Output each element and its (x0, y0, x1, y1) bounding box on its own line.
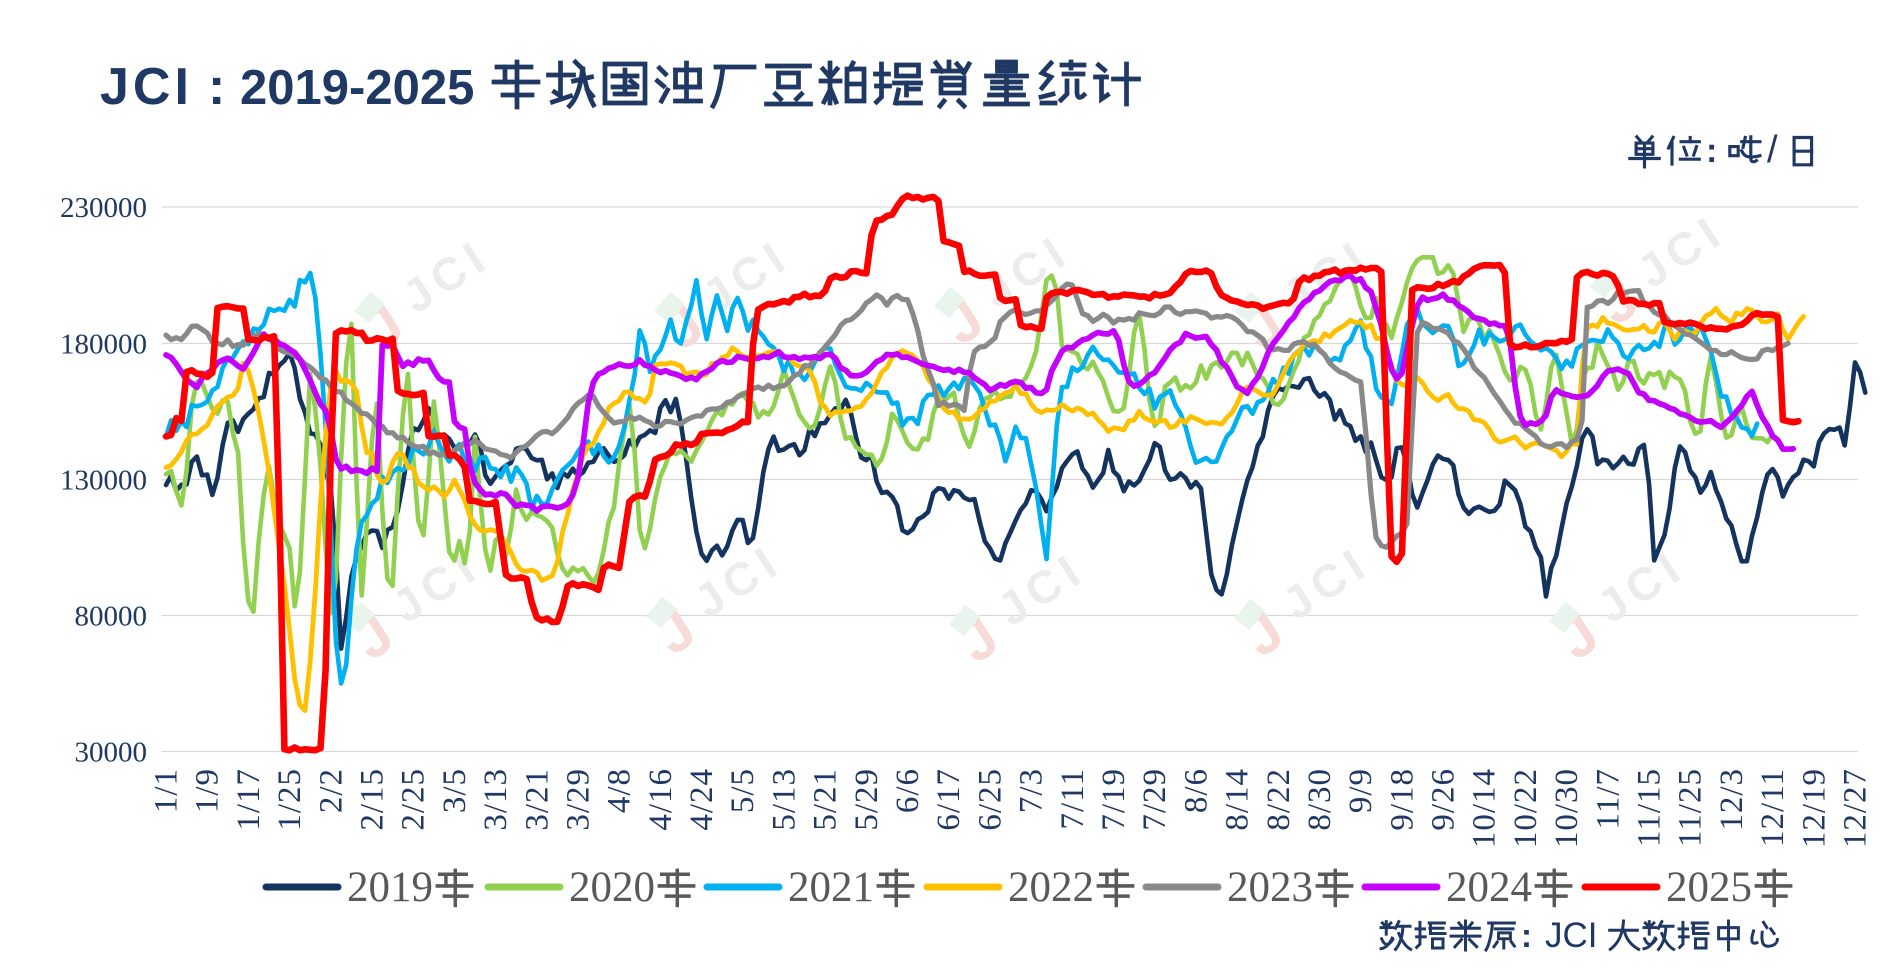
svg-text:7/29: 7/29 (1137, 768, 1173, 831)
svg-text:11/25: 11/25 (1673, 768, 1709, 847)
svg-text:5/29: 5/29 (849, 768, 885, 831)
svg-text:80000: 80000 (75, 601, 148, 633)
svg-text:12/19: 12/19 (1796, 768, 1832, 848)
svg-text:8/22: 8/22 (1261, 768, 1297, 831)
svg-text:7/19: 7/19 (1096, 768, 1132, 831)
svg-text:11/7: 11/7 (1590, 768, 1626, 829)
svg-text::: : (208, 58, 225, 116)
svg-text:11/15: 11/15 (1632, 768, 1668, 847)
svg-text:JCI: JCI (100, 58, 193, 116)
svg-text:3/5: 3/5 (437, 768, 473, 813)
svg-text:130000: 130000 (60, 465, 147, 497)
svg-text:10/14: 10/14 (1467, 768, 1503, 848)
svg-text:8/14: 8/14 (1220, 768, 1256, 831)
svg-text:1/25: 1/25 (272, 768, 308, 831)
svg-text:2019-2025: 2019-2025 (240, 61, 474, 115)
svg-text:JCI: JCI (1545, 916, 1598, 955)
svg-text:2023: 2023 (1227, 864, 1313, 911)
svg-text:8/6: 8/6 (1178, 768, 1214, 813)
svg-text:1/1: 1/1 (149, 768, 185, 813)
svg-text:2019: 2019 (347, 864, 433, 911)
svg-text:3/29: 3/29 (561, 768, 597, 831)
svg-text:1/17: 1/17 (231, 768, 267, 831)
svg-text:5/5: 5/5 (725, 768, 761, 813)
svg-text:2021: 2021 (788, 864, 874, 911)
svg-text:3/21: 3/21 (519, 768, 555, 831)
svg-text:230000: 230000 (60, 192, 147, 224)
svg-text:2024: 2024 (1446, 864, 1532, 911)
svg-text:9/26: 9/26 (1426, 768, 1462, 831)
svg-text:2022: 2022 (1008, 864, 1094, 911)
svg-text:9/9: 9/9 (1343, 768, 1379, 813)
svg-text:6/25: 6/25 (972, 768, 1008, 831)
svg-text::: : (1521, 917, 1532, 954)
svg-text:180000: 180000 (60, 329, 147, 361)
svg-text:10/30: 10/30 (1549, 768, 1585, 848)
svg-text:/: / (1767, 129, 1778, 171)
svg-text:9/18: 9/18 (1384, 768, 1420, 831)
svg-text:4/8: 4/8 (602, 768, 638, 813)
svg-text:2025: 2025 (1666, 864, 1752, 911)
svg-text:2020: 2020 (569, 864, 655, 911)
svg-text:8/30: 8/30 (1302, 768, 1338, 831)
svg-text:7/3: 7/3 (1014, 768, 1050, 813)
svg-text:6/6: 6/6 (890, 768, 926, 813)
svg-text:5/21: 5/21 (808, 768, 844, 831)
svg-text:3/13: 3/13 (478, 768, 514, 831)
svg-text::: : (1706, 132, 1717, 170)
svg-text:10/22: 10/22 (1508, 768, 1544, 848)
svg-text:7/11: 7/11 (1055, 768, 1091, 829)
svg-text:12/27: 12/27 (1838, 768, 1874, 848)
svg-text:12/3: 12/3 (1714, 768, 1750, 831)
svg-text:30000: 30000 (75, 737, 148, 769)
svg-text:2/25: 2/25 (396, 768, 432, 831)
svg-text:6/17: 6/17 (931, 768, 967, 831)
svg-text:1/9: 1/9 (190, 768, 226, 813)
svg-text:2/2: 2/2 (313, 768, 349, 813)
svg-text:4/16: 4/16 (643, 768, 679, 831)
svg-text:5/13: 5/13 (766, 768, 802, 831)
svg-text:2/15: 2/15 (355, 768, 391, 831)
svg-text:4/24: 4/24 (684, 768, 720, 831)
svg-text:12/11: 12/11 (1755, 768, 1791, 847)
